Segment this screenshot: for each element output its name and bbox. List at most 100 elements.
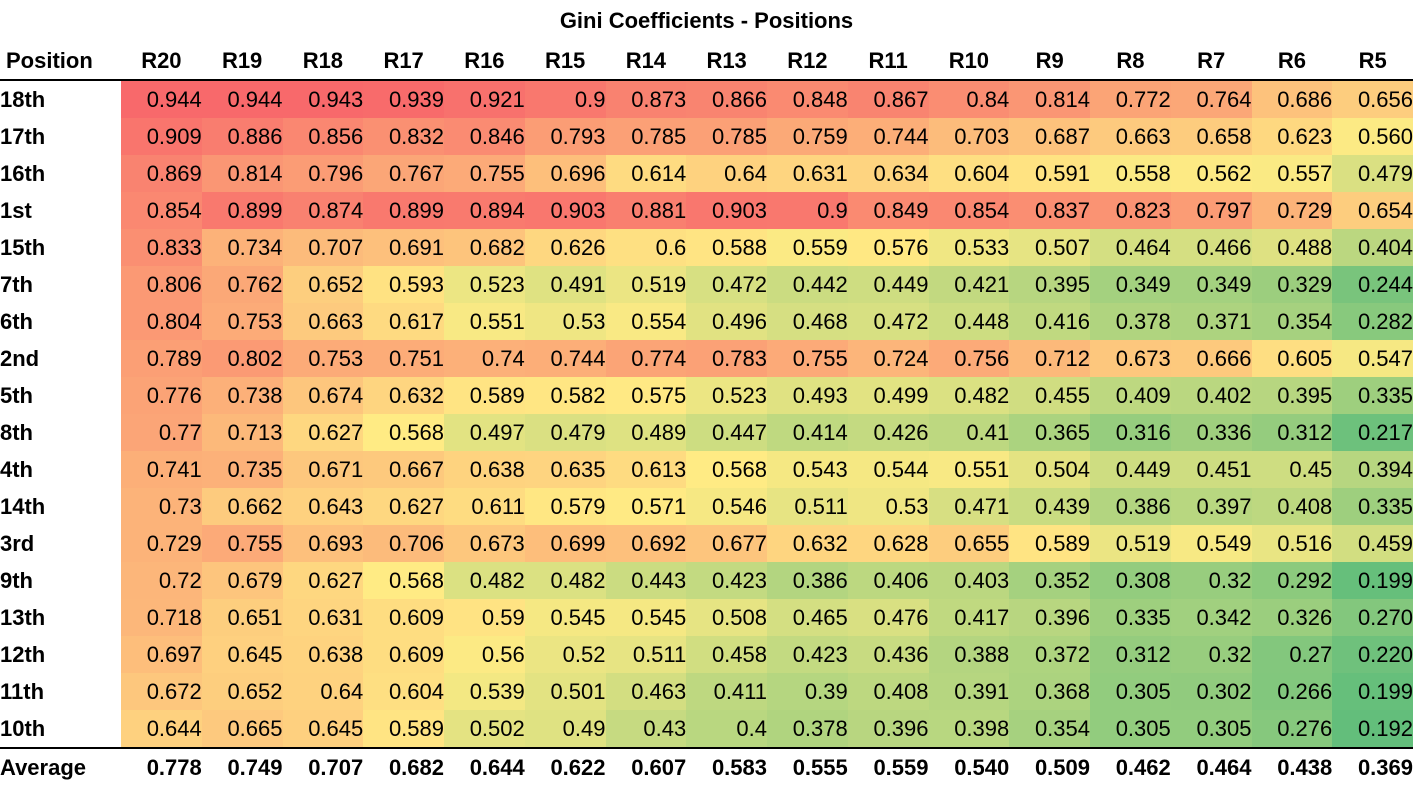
value-cell: 0.699 <box>524 525 606 562</box>
average-cell: 0.369 <box>1357 754 1413 780</box>
value-cell: 0.52 <box>524 636 606 673</box>
value-cell: 0.396 <box>847 710 929 748</box>
value-cell: 0.545 <box>605 599 687 636</box>
header-row: Position R20 R19 R18 R17 R16 R15 R14 R13 R12 R11 R1… <box>0 42 1413 80</box>
value-cell: 0.465 <box>767 599 848 636</box>
value-cell: 0.282 <box>1332 303 1413 340</box>
row-label: 10th <box>0 715 46 741</box>
value-cell: 0.45 <box>1251 451 1333 488</box>
value-cell: 0.504 <box>1009 451 1090 488</box>
value-cell: 0.665 <box>201 710 283 748</box>
value-cell: 0.404 <box>1332 229 1413 266</box>
value-cell: 0.814 <box>201 155 283 192</box>
value-cell: 0.735 <box>201 451 283 488</box>
value-cell: 0.886 <box>201 118 283 155</box>
value-cell: 0.533 <box>928 229 1010 266</box>
table-row: 2nd 0.789 0.802 0.753 0.751 0.74 0.744 0.774 0.7… <box>0 340 1413 377</box>
value-cell: 0.32 <box>1170 562 1252 599</box>
value-cell: 0.468 <box>767 303 848 340</box>
value-cell: 0.372 <box>1009 636 1090 673</box>
value-cell: 0.837 <box>1009 192 1090 229</box>
value-cell: 0.545 <box>524 599 606 636</box>
value-cell: 0.823 <box>1090 192 1171 229</box>
value-cell: 0.687 <box>1009 118 1090 155</box>
value-cell: 0.43 <box>605 710 687 748</box>
value-cell: 0.395 <box>1009 266 1090 303</box>
value-cell: 0.854 <box>928 192 1010 229</box>
value-cell: 0.762 <box>201 266 283 303</box>
value-cell: 0.316 <box>1090 414 1171 451</box>
value-cell: 0.447 <box>686 414 767 451</box>
table-row: 8th 0.77 0.713 0.627 0.568 0.497 0.479 0.489 0.4… <box>0 414 1413 451</box>
value-cell: 0.398 <box>928 710 1010 748</box>
value-cell: 0.551 <box>444 303 525 340</box>
value-cell: 0.729 <box>121 525 202 562</box>
value-cell: 0.638 <box>282 636 364 673</box>
row-label: 15th <box>0 234 46 260</box>
value-cell: 0.691 <box>363 229 444 266</box>
value-cell: 0.329 <box>1251 266 1333 303</box>
value-cell: 0.627 <box>282 562 364 599</box>
value-cell: 0.489 <box>605 414 687 451</box>
column-header-r15: R15 <box>544 47 586 73</box>
value-cell: 0.589 <box>363 710 444 748</box>
value-cell: 0.738 <box>201 377 283 414</box>
value-cell: 0.41 <box>928 414 1010 451</box>
average-cell: 0.749 <box>227 754 283 780</box>
value-cell: 0.493 <box>767 377 848 414</box>
value-cell: 0.336 <box>1170 414 1252 451</box>
value-cell: 0.679 <box>201 562 283 599</box>
value-cell: 0.406 <box>847 562 929 599</box>
value-cell: 0.546 <box>686 488 767 525</box>
value-cell: 0.335 <box>1090 599 1171 636</box>
value-cell: 0.604 <box>928 155 1010 192</box>
value-cell: 0.497 <box>444 414 525 451</box>
value-cell: 0.617 <box>363 303 444 340</box>
value-cell: 0.479 <box>524 414 606 451</box>
value-cell: 0.626 <box>524 229 606 266</box>
table-row: 9th 0.72 0.679 0.627 0.568 0.482 0.482 0.443 0.4… <box>0 562 1413 599</box>
value-cell: 0.609 <box>363 599 444 636</box>
value-cell: 0.796 <box>282 155 364 192</box>
value-cell: 0.693 <box>282 525 364 562</box>
table-body: 18th 0.944 0.944 0.943 0.939 0.921 0.9 0.873 0.8… <box>0 80 1413 748</box>
value-cell: 0.482 <box>928 377 1010 414</box>
average-cell: 0.707 <box>308 754 364 780</box>
value-cell: 0.703 <box>928 118 1010 155</box>
table-title: Gini Coefficients - Positions <box>559 8 854 33</box>
table-row: 16th 0.869 0.814 0.796 0.767 0.755 0.696 0.614 0… <box>0 155 1413 192</box>
value-cell: 0.53 <box>524 303 606 340</box>
average-cell: 0.509 <box>1034 754 1090 780</box>
value-cell: 0.899 <box>201 192 283 229</box>
average-cell: 0.607 <box>631 754 687 780</box>
value-cell: 0.593 <box>363 266 444 303</box>
value-cell: 0.734 <box>201 229 283 266</box>
value-cell: 0.589 <box>444 377 525 414</box>
value-cell: 0.396 <box>1009 599 1090 636</box>
value-cell: 0.27 <box>1251 636 1333 673</box>
value-cell: 0.783 <box>686 340 767 377</box>
value-cell: 0.873 <box>605 80 687 118</box>
value-cell: 0.449 <box>847 266 929 303</box>
value-cell: 0.482 <box>444 562 525 599</box>
value-cell: 0.631 <box>282 599 364 636</box>
value-cell: 0.903 <box>686 192 767 229</box>
value-cell: 0.588 <box>686 229 767 266</box>
average-cell: 0.438 <box>1277 754 1333 780</box>
row-label: 1st <box>0 197 32 223</box>
value-cell: 0.511 <box>605 636 687 673</box>
value-cell: 0.672 <box>121 673 202 710</box>
value-cell: 0.666 <box>1170 340 1252 377</box>
value-cell: 0.652 <box>282 266 364 303</box>
row-label: 4th <box>0 456 33 482</box>
value-cell: 0.511 <box>767 488 848 525</box>
value-cell: 0.613 <box>605 451 687 488</box>
value-cell: 0.562 <box>1170 155 1252 192</box>
row-label: 12th <box>0 641 46 667</box>
value-cell: 0.591 <box>1009 155 1090 192</box>
value-cell: 0.764 <box>1170 80 1252 118</box>
value-cell: 0.724 <box>847 340 929 377</box>
value-cell: 0.632 <box>767 525 848 562</box>
value-cell: 0.755 <box>444 155 525 192</box>
value-cell: 0.785 <box>686 118 767 155</box>
